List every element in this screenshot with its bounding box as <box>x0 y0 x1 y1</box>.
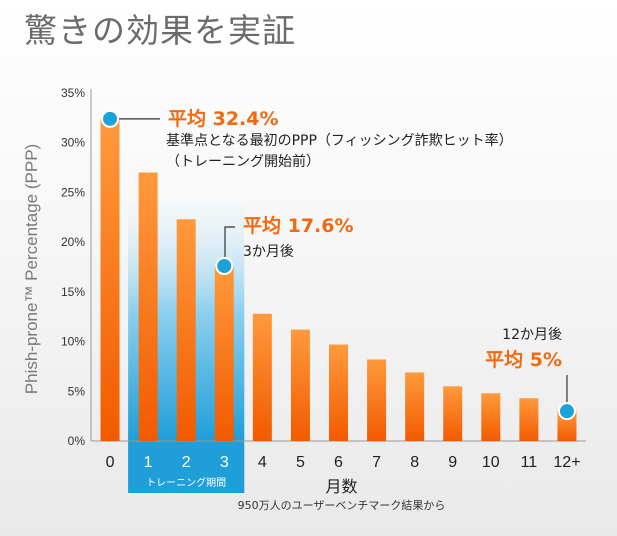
y-tick-label: 0% <box>68 434 86 448</box>
annotation-0-title: 平均 32.4% <box>168 107 279 130</box>
y-tick-label: 30% <box>61 136 85 150</box>
annotation-0-line2: （トレーニング開始前） <box>166 153 320 170</box>
x-tick-label: 9 <box>448 454 457 471</box>
y-tick-label: 10% <box>61 335 85 349</box>
page-title: 驚きの効果を実証 <box>24 11 296 50</box>
bar-0 <box>100 118 120 441</box>
x-tick-label: 7 <box>372 454 381 471</box>
bar-8 <box>405 372 425 441</box>
annotation-0-line1: 基準点となる最初のPPP（フィッシング詐欺ヒット率） <box>166 132 513 149</box>
x-tick-label: 2 <box>182 454 191 471</box>
marker-0 <box>101 109 120 128</box>
x-tick-label: 11 <box>521 454 538 471</box>
y-tick-label: 20% <box>61 235 85 249</box>
bar-5 <box>290 329 310 441</box>
x-tick-label: 5 <box>296 454 305 471</box>
annotation-1-line1: 3か月後 <box>243 244 294 260</box>
x-tick-label: 0 <box>106 454 115 471</box>
x-tick-label: 6 <box>334 454 343 471</box>
x-axis-label: 月数 <box>325 477 357 496</box>
marker-2 <box>557 402 576 421</box>
y-tick-label: 5% <box>68 384 86 398</box>
annotation-leader-1 <box>224 226 235 258</box>
bar-2 <box>176 219 196 441</box>
bar-6 <box>329 344 348 441</box>
bar-10 <box>481 393 501 441</box>
y-tick-label: 25% <box>61 185 85 199</box>
x-tick-label: 8 <box>410 454 419 471</box>
x-tick-label: 1 <box>144 454 153 471</box>
training-band-footer <box>128 441 245 493</box>
annotation-2-title: 平均 5% <box>485 348 562 371</box>
bar-7 <box>367 359 387 441</box>
bar-3 <box>214 266 234 441</box>
y-tick-label: 15% <box>61 285 85 299</box>
x-tick-label: 10 <box>482 454 500 471</box>
marker-1 <box>215 257 234 276</box>
bar-4 <box>252 313 272 441</box>
x-tick-label: 4 <box>258 454 267 471</box>
bar-1 <box>138 172 158 442</box>
x-tick-label: 3 <box>220 454 229 471</box>
annotation-1-title: 平均 17.6% <box>243 214 354 237</box>
bar-9 <box>443 386 463 441</box>
source-note: 950万人のユーザーベンチマーク結果から <box>238 498 446 512</box>
x-tick-label: 12+ <box>553 454 580 471</box>
y-tick-label: 35% <box>61 86 85 100</box>
training-band-label: トレーニング期間 <box>146 476 226 489</box>
bar-11 <box>519 398 539 441</box>
y-axis-label: Phish-prone™ Percentage (PPP) <box>22 144 41 394</box>
annotation-2-line1: 12か月後 <box>502 327 562 343</box>
